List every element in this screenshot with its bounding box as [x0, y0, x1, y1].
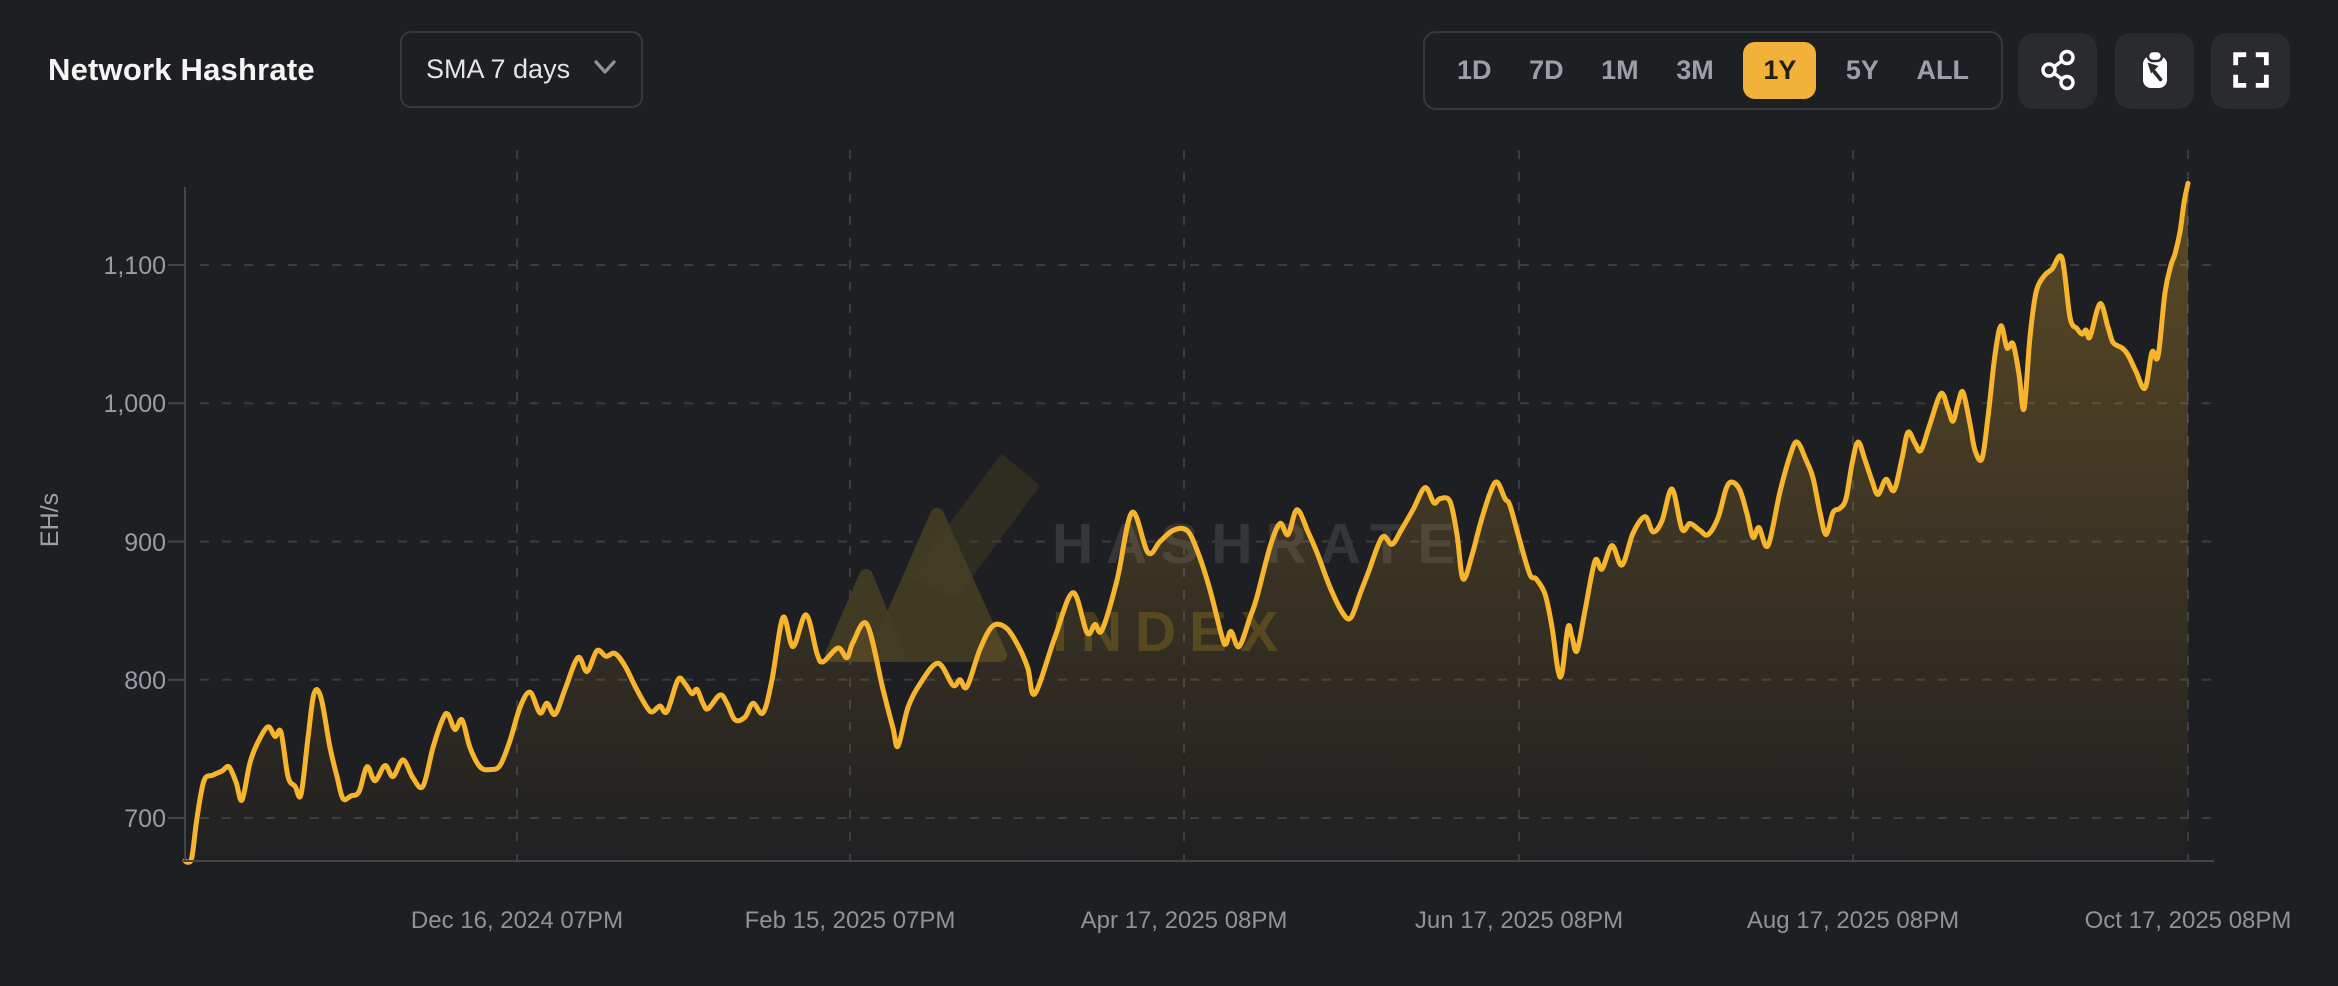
share-button[interactable] [2018, 33, 2097, 109]
xtick-oct: Oct 17, 2025 08PM [2085, 907, 2292, 934]
plot-area[interactable] [185, 115, 2215, 861]
xtick-feb: Feb 15, 2025 07PM [745, 907, 956, 934]
fullscreen-icon [2228, 47, 2274, 96]
xtick-dec: Dec 16, 2024 07PM [411, 907, 623, 934]
range-7d[interactable]: 7D [1521, 45, 1572, 96]
sma-dropdown[interactable]: SMA 7 days [400, 31, 643, 108]
fullscreen-button[interactable] [2211, 33, 2290, 109]
xtick-jun: Jun 17, 2025 08PM [1415, 907, 1623, 934]
xtick-aug: Aug 17, 2025 08PM [1747, 907, 1959, 934]
range-1y[interactable]: 1Y [1743, 42, 1817, 99]
series-area-fill [185, 183, 2188, 863]
ytick-800: 800 [124, 667, 166, 695]
range-all[interactable]: ALL [1909, 45, 1977, 96]
sma-dropdown-value: SMA 7 days [426, 54, 571, 84]
xtick-apr: Apr 17, 2025 08PM [1081, 907, 1288, 934]
share-icon [2034, 46, 2082, 97]
ytick-1100: 1,100 [103, 252, 166, 280]
clipboard-cursor-icon [2131, 46, 2179, 97]
y-axis-unit-label: EH/s [36, 493, 64, 547]
ytick-1000: 1,000 [103, 390, 166, 418]
ytick-700: 700 [124, 805, 166, 833]
range-1d[interactable]: 1D [1449, 45, 1500, 96]
y-axis-ticks [168, 264, 184, 819]
gridlines [200, 150, 2215, 861]
chevron-down-icon [593, 59, 617, 81]
range-5y[interactable]: 5Y [1838, 45, 1887, 96]
series-line [182, 180, 2191, 865]
time-range-selector: 1D 7D 1M 3M 1Y 5Y ALL [1423, 31, 2003, 110]
range-1m[interactable]: 1M [1593, 45, 1647, 96]
page-title: Network Hashrate [48, 52, 315, 87]
copy-chart-button[interactable] [2115, 33, 2194, 109]
axes [183, 187, 2214, 862]
hashrate-index-logo [825, 455, 1039, 662]
ytick-900: 900 [124, 529, 166, 557]
range-3m[interactable]: 3M [1668, 45, 1722, 96]
